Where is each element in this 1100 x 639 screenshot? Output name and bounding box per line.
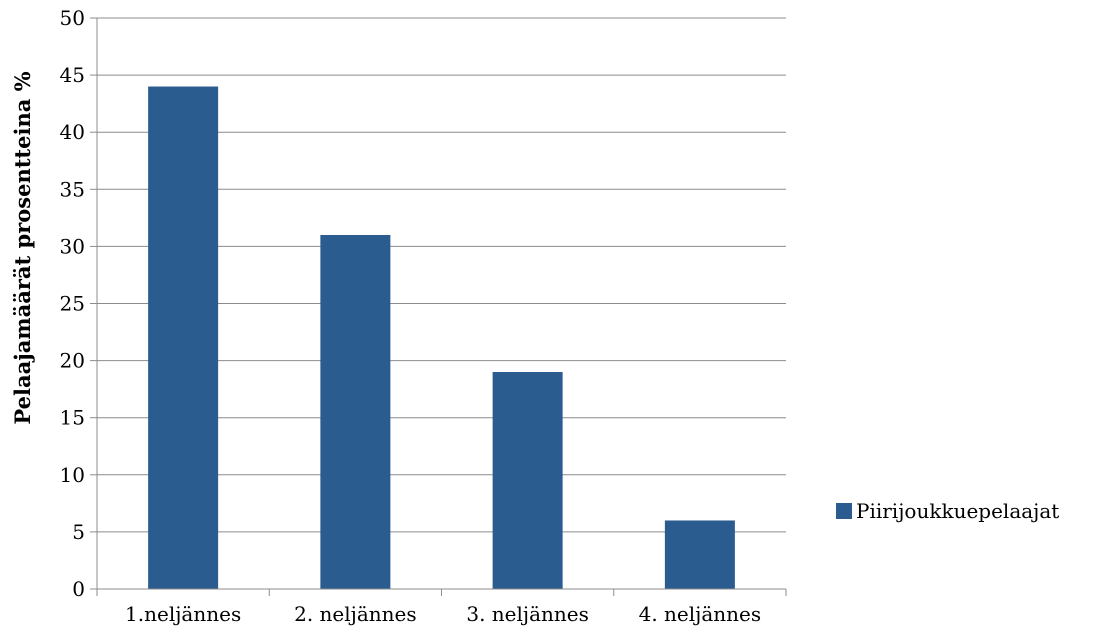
y-axis-title: Pelaajamäärät prosentteina % bbox=[10, 71, 35, 424]
y-tick-label: 45 bbox=[60, 63, 85, 87]
y-tick-label: 15 bbox=[60, 406, 85, 430]
legend-label: Piirijoukkuepelaajat bbox=[856, 499, 1059, 523]
y-tick-label: 5 bbox=[72, 520, 85, 544]
y-axis-ticks: 0 5 10 15 20 25 30 35 40 45 50 bbox=[60, 6, 97, 601]
bar bbox=[664, 520, 735, 589]
legend-swatch bbox=[836, 503, 852, 519]
y-tick-label: 40 bbox=[60, 120, 85, 144]
x-axis-ticks: 1.neljännes 2. neljännes 3. neljännes 4. ne… bbox=[96, 589, 787, 626]
x-tick-label: 2. neljännes bbox=[294, 602, 417, 626]
y-tick-label: 50 bbox=[60, 6, 85, 30]
y-tick-label: 10 bbox=[60, 463, 85, 487]
bar bbox=[492, 372, 563, 589]
y-tick-label: 25 bbox=[60, 292, 85, 316]
bar bbox=[148, 86, 219, 590]
y-tick-label: 35 bbox=[60, 177, 85, 201]
x-tick-label: 3. neljännes bbox=[466, 602, 589, 626]
bars bbox=[148, 86, 735, 590]
y-tick-label: 0 bbox=[72, 577, 85, 601]
x-tick-label: 4. neljännes bbox=[639, 602, 762, 626]
y-tick-label: 20 bbox=[60, 349, 85, 373]
bar bbox=[320, 234, 391, 590]
legend: Piirijoukkuepelaajat bbox=[836, 499, 1059, 523]
x-tick-label: 1.neljännes bbox=[125, 602, 241, 626]
y-tick-label: 30 bbox=[60, 234, 85, 258]
